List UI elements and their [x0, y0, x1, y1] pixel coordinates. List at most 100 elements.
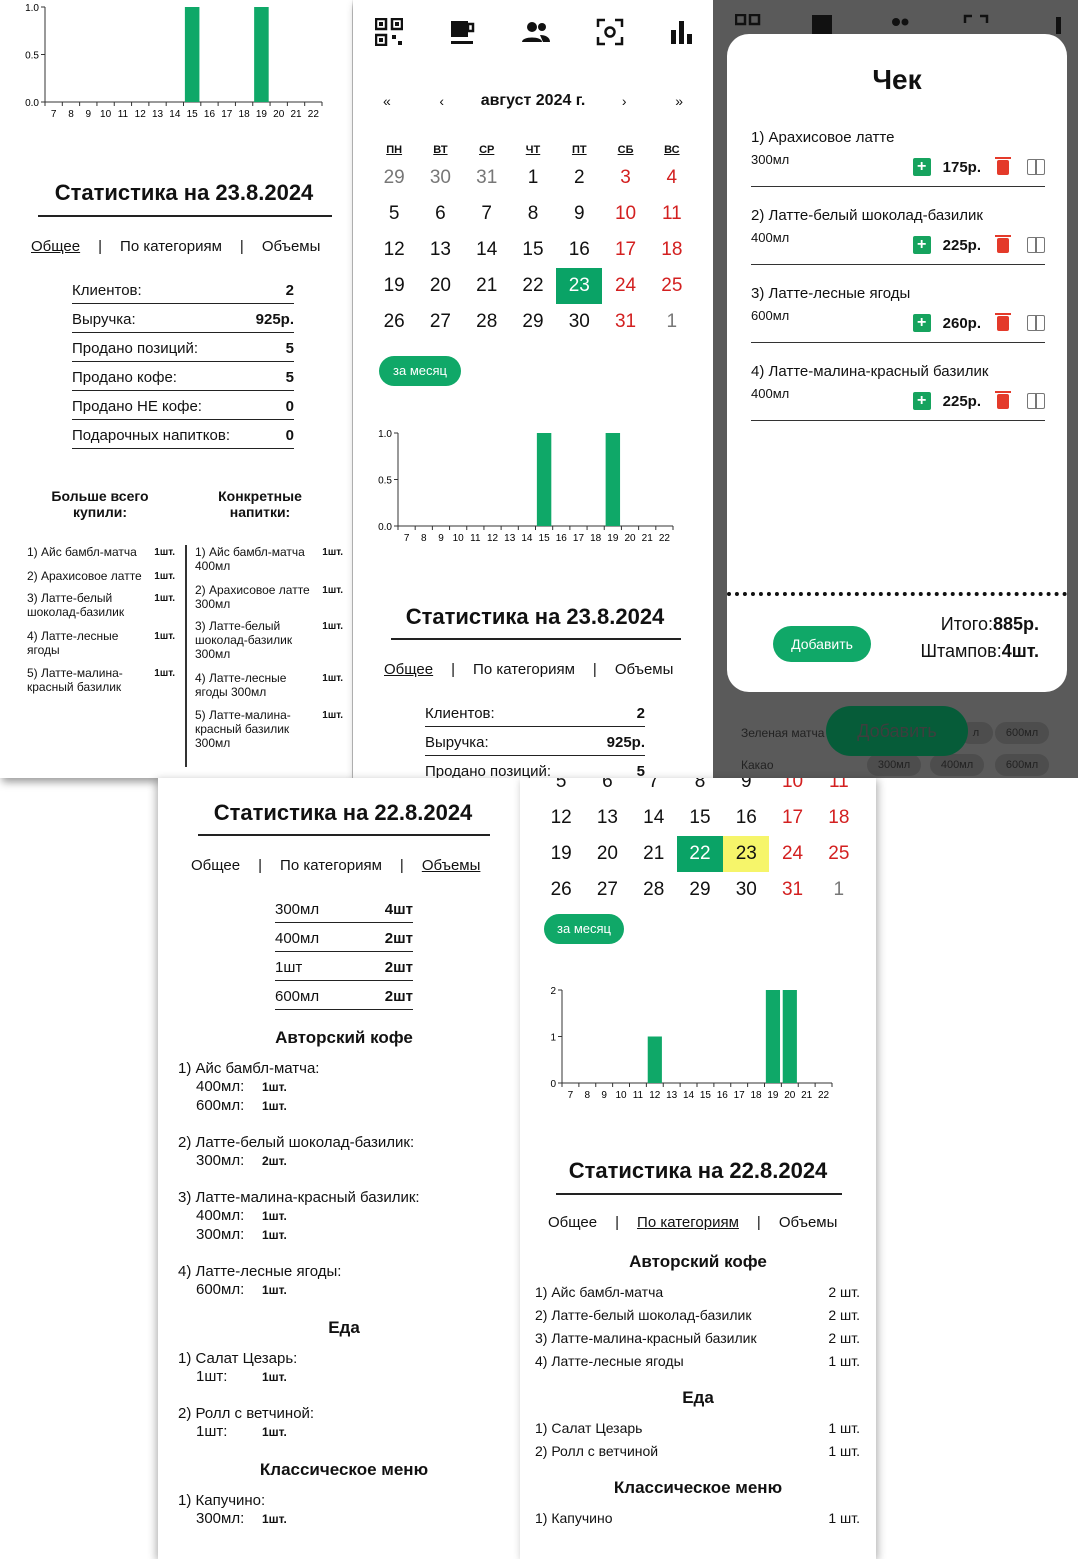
tab-categories[interactable]: По категориям: [120, 238, 222, 255]
tab-general[interactable]: Общее: [191, 857, 241, 874]
calendar-day[interactable]: 23: [723, 836, 770, 872]
calendar-day[interactable]: 15: [689, 807, 711, 828]
trash-icon[interactable]: [995, 390, 1011, 409]
calendar-day[interactable]: 20: [596, 843, 618, 864]
calendar-day[interactable]: 11: [828, 778, 849, 792]
calendar-day[interactable]: 10: [614, 203, 637, 224]
prev-year-button[interactable]: «: [383, 93, 391, 109]
tab-categories[interactable]: По категориям: [280, 857, 382, 874]
calendar-day[interactable]: 18: [661, 239, 683, 260]
tab-categories[interactable]: По категориям: [637, 1214, 739, 1231]
calendar-day[interactable]: 26: [550, 879, 572, 900]
calendar-day[interactable]: 28: [476, 311, 498, 332]
calendar-day[interactable]: 31: [614, 311, 637, 332]
calendar-day[interactable]: 11: [661, 203, 682, 224]
calendar-day[interactable]: 13: [429, 239, 451, 260]
calendar-day[interactable]: 20: [429, 275, 451, 296]
calendar-day[interactable]: 2: [573, 167, 585, 188]
calendar-day[interactable]: 21: [476, 275, 498, 296]
qr-icon[interactable]: [375, 18, 403, 46]
calendar-day[interactable]: 9: [573, 203, 585, 224]
trash-icon[interactable]: [995, 156, 1011, 175]
month-button[interactable]: за месяц: [544, 914, 624, 944]
calendar-day[interactable]: 30: [568, 311, 590, 332]
tab-general[interactable]: Общее: [548, 1214, 598, 1231]
calendar-day[interactable]: 29: [522, 311, 544, 332]
calendar-day[interactable]: 31: [781, 879, 804, 900]
calendar-day[interactable]: 8: [694, 778, 706, 792]
calendar-day[interactable]: 16: [735, 807, 757, 828]
calendar-day[interactable]: 27: [596, 879, 618, 900]
plus-icon[interactable]: +: [912, 392, 931, 410]
calendar-day[interactable]: 30: [429, 167, 451, 188]
calendar-day[interactable]: 25: [828, 843, 850, 864]
calendar-day[interactable]: 1: [527, 167, 539, 188]
calendar-day[interactable]: 14: [643, 807, 665, 828]
chart-icon[interactable]: [669, 18, 695, 46]
plus-icon[interactable]: +: [912, 314, 931, 332]
calendar-day[interactable]: 7: [481, 203, 492, 224]
tab-categories[interactable]: По категориям: [473, 661, 575, 678]
tab-volumes[interactable]: Объемы: [778, 1214, 838, 1231]
tab-general[interactable]: Общее: [31, 238, 81, 255]
calendar-day[interactable]: 25: [661, 275, 683, 296]
calendar-day[interactable]: 26: [383, 311, 405, 332]
trash-icon[interactable]: [995, 312, 1011, 331]
calendar-day[interactable]: 3: [620, 167, 631, 188]
month-button[interactable]: за месяц: [379, 356, 461, 386]
calendar-day[interactable]: 9: [740, 778, 752, 792]
calendar-day[interactable]: 19: [550, 843, 572, 864]
calendar-day[interactable]: 1: [833, 879, 845, 900]
next-month-button[interactable]: ›: [621, 93, 627, 109]
calendar-day[interactable]: 6: [435, 203, 446, 224]
calendar-day[interactable]: 21: [643, 843, 665, 864]
calendar-day[interactable]: 19: [383, 275, 405, 296]
calendar-day[interactable]: 12: [550, 807, 572, 828]
plus-icon[interactable]: +: [912, 236, 931, 254]
gift-icon[interactable]: [1027, 159, 1045, 175]
calendar-day[interactable]: 13: [596, 807, 618, 828]
coffee-icon[interactable]: [448, 18, 476, 46]
calendar-day[interactable]: 18: [828, 807, 850, 828]
tab-volumes[interactable]: Объемы: [261, 238, 321, 255]
prev-month-button[interactable]: ‹: [439, 93, 445, 109]
calendar-day[interactable]: 17: [781, 807, 804, 828]
tab-volumes[interactable]: Объемы: [421, 857, 481, 874]
calendar-day[interactable]: 5: [555, 778, 567, 792]
calendar-day[interactable]: 23: [556, 268, 603, 304]
tab-volumes[interactable]: Объемы: [614, 661, 674, 678]
stat-row: Продано позиций: 5: [425, 756, 645, 778]
calendar-day[interactable]: 22: [676, 836, 724, 872]
scan-icon[interactable]: [596, 18, 624, 46]
calendar-day[interactable]: 12: [383, 239, 405, 260]
trash-icon[interactable]: [995, 234, 1011, 253]
calendar-day[interactable]: 8: [527, 203, 539, 224]
add-button[interactable]: Добавить: [773, 626, 871, 662]
next-year-button[interactable]: »: [675, 93, 683, 109]
calendar-day[interactable]: 1: [666, 311, 678, 332]
calendar-day[interactable]: 29: [689, 879, 711, 900]
calendar-day[interactable]: 22: [522, 275, 544, 296]
calendar-day[interactable]: 31: [476, 167, 498, 188]
gift-icon[interactable]: [1027, 315, 1045, 331]
calendar-day[interactable]: 24: [781, 843, 804, 864]
plus-icon[interactable]: +: [912, 158, 931, 176]
gift-icon[interactable]: [1027, 237, 1045, 253]
calendar-day[interactable]: 30: [735, 879, 757, 900]
people-icon[interactable]: [521, 18, 551, 46]
calendar-day[interactable]: 15: [522, 239, 544, 260]
gift-icon[interactable]: [1027, 393, 1045, 409]
calendar-day[interactable]: 29: [383, 167, 405, 188]
calendar-day[interactable]: 27: [429, 311, 451, 332]
calendar-day[interactable]: 28: [643, 879, 665, 900]
calendar-day[interactable]: 16: [568, 239, 590, 260]
calendar-day[interactable]: 7: [648, 778, 659, 792]
calendar-day[interactable]: 24: [614, 275, 637, 296]
calendar-day[interactable]: 4: [666, 167, 678, 188]
calendar-day[interactable]: 6: [602, 778, 613, 792]
calendar-day[interactable]: 10: [781, 778, 804, 792]
calendar-day[interactable]: 5: [388, 203, 400, 224]
tab-general[interactable]: Общее: [384, 661, 434, 678]
calendar-day[interactable]: 14: [476, 239, 498, 260]
calendar-day[interactable]: 17: [614, 239, 637, 260]
